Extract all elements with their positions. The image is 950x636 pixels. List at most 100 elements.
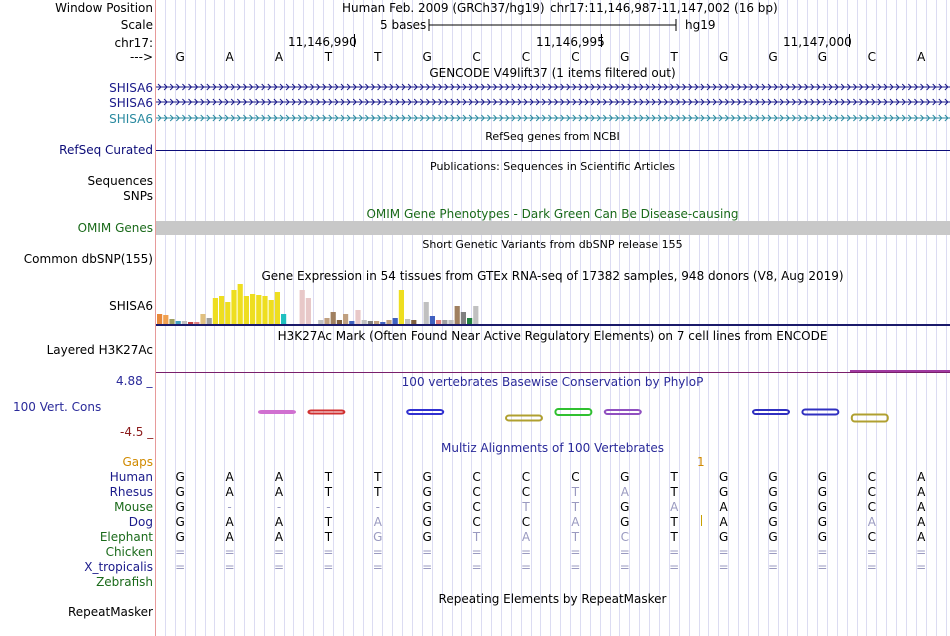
species-label-x_tropicalis[interactable]: X_tropicalis [84, 560, 153, 574]
conservation-logo-track[interactable] [156, 400, 950, 430]
gtex-label[interactable]: SHISA6 [109, 299, 153, 313]
gaps-label[interactable]: Gaps [122, 455, 153, 469]
tissue-bar [163, 315, 169, 324]
strand-chevron [792, 114, 797, 122]
publications-sequences-label[interactable]: Sequences [87, 174, 153, 188]
strand-chevron [334, 98, 339, 106]
strand-chevron [304, 83, 309, 91]
strand-chevron [493, 98, 498, 106]
species-label-mouse[interactable]: Mouse [114, 500, 153, 514]
refseq-label[interactable]: RefSeq Curated [59, 143, 153, 157]
omim-gene-bar[interactable] [156, 221, 950, 235]
strand-chevron [407, 83, 412, 91]
grid-line [866, 0, 867, 636]
alignment-base: C [867, 530, 876, 544]
strand-chevron [731, 98, 736, 106]
strand-chevron [914, 98, 919, 106]
strand-chevron [785, 98, 791, 106]
strand-chevron [291, 98, 296, 106]
alignment-base: T [670, 485, 678, 499]
alignment-base: A [274, 530, 284, 544]
grid-line [768, 0, 769, 636]
gencode-transcript-3[interactable]: SHISA6 [109, 112, 153, 126]
strand-chevron [529, 98, 534, 106]
species-label-chicken[interactable]: Chicken [105, 545, 153, 559]
strand-chevron [401, 98, 406, 106]
strand-chevron [462, 114, 467, 122]
strand-chevron [706, 83, 711, 91]
grid-line [906, 0, 907, 636]
species-label-elephant[interactable]: Elephant [99, 530, 153, 544]
alignment-base: G [175, 515, 185, 529]
tissue-bar [175, 321, 181, 324]
coord-tick-2: 11,146,995 [536, 35, 605, 49]
strand-chevron [529, 83, 534, 91]
strand-chevron [541, 114, 547, 122]
grid-line [580, 0, 581, 636]
tissue-bar [411, 320, 417, 324]
strand-chevron [505, 98, 510, 106]
strand-chevron [755, 98, 760, 106]
alignment-base: - [326, 500, 331, 514]
strand-chevron [840, 83, 845, 91]
omim-label[interactable]: OMIM Genes [77, 221, 153, 235]
gencode-transcript-1[interactable]: SHISA6 [109, 81, 153, 95]
strand-chevron [316, 114, 321, 122]
strand-chevron [456, 98, 461, 106]
strand-chevron [419, 83, 425, 91]
tissue-bar [281, 314, 287, 324]
strand-chevron [816, 98, 821, 106]
strand-chevron [724, 98, 730, 106]
h3k27ac-signal[interactable] [850, 370, 950, 372]
strand-chevron [816, 83, 821, 91]
strand-chevron [810, 114, 815, 122]
h3k27ac-baseline[interactable] [156, 372, 950, 373]
alignment-base: G [422, 515, 432, 529]
repeatmasker-label[interactable]: RepeatMasker [67, 605, 153, 619]
strand-chevron [383, 114, 388, 122]
publications-snps-label[interactable]: SNPs [123, 189, 153, 203]
alignment-base: A [225, 530, 234, 544]
gtex-tissue-bars[interactable] [156, 283, 950, 327]
strand-chevron [627, 83, 632, 91]
gencode-transcript-tracks[interactable] [156, 80, 950, 128]
conservation-label[interactable]: 100 Vert. Cons [13, 400, 102, 414]
strand-chevron [627, 98, 632, 106]
alignment-base: = [273, 545, 285, 559]
strand-chevron [914, 83, 919, 91]
conservation-title: 100 vertebrates Basewise Conservation by… [401, 375, 704, 389]
species-label-dog[interactable]: Dog [128, 515, 153, 529]
strand-chevron [889, 98, 894, 106]
strand-chevron [334, 83, 339, 91]
strand-chevron [615, 83, 620, 91]
grid-line [531, 0, 532, 636]
strand-chevron [663, 98, 669, 106]
species-label-human[interactable]: Human [109, 470, 153, 484]
alignment-base: T [670, 515, 678, 529]
alignment-base: = [520, 545, 532, 559]
strand-chevron [682, 83, 687, 91]
strand-chevron [175, 83, 181, 91]
alignment-base: = [718, 560, 729, 574]
refseq-gene-line[interactable] [156, 150, 950, 151]
strand-chevron [218, 114, 223, 122]
strand-chevron [206, 114, 211, 122]
gencode-transcript-2[interactable]: SHISA6 [109, 96, 153, 110]
alignment-base: G [817, 500, 828, 514]
strand-chevron [297, 114, 303, 122]
alignment-base: T [472, 530, 481, 544]
species-label-zebrafish[interactable]: Zebrafish [96, 575, 153, 589]
strand-chevron [243, 83, 248, 91]
strand-chevron [182, 98, 187, 106]
alignment-base: A [719, 515, 728, 529]
h3k27ac-label[interactable]: Layered H3K27Ac [46, 343, 153, 357]
strand-chevron [767, 114, 772, 122]
grid-line [412, 0, 413, 636]
grid-line [274, 0, 275, 636]
grid-line [718, 0, 719, 636]
grid-line [619, 0, 620, 636]
species-label-rhesus[interactable]: Rhesus [109, 485, 153, 499]
strand-chevron [737, 114, 742, 122]
dbsnp-label[interactable]: Common dbSNP(155) [23, 252, 153, 266]
